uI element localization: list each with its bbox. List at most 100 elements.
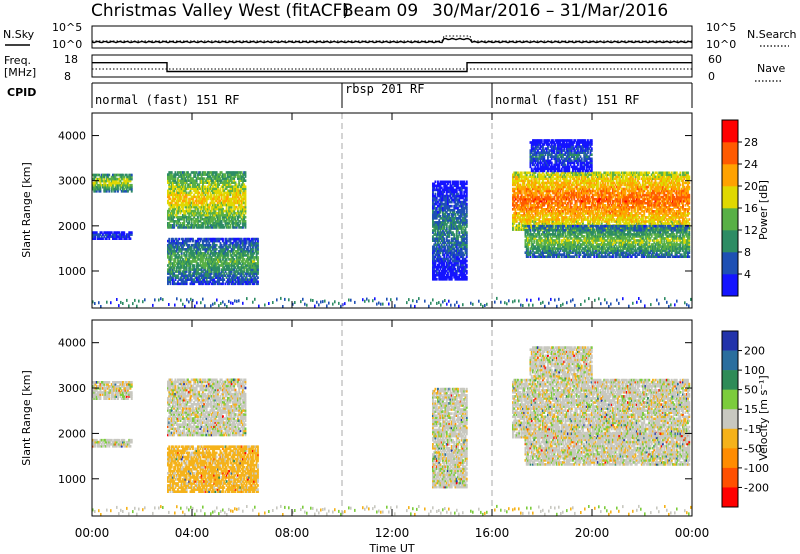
power-cell [102, 237, 104, 240]
power-cell [179, 266, 182, 269]
power-cell [193, 248, 196, 251]
power-cell [175, 191, 178, 195]
power-cell [192, 256, 194, 259]
power-cell [228, 205, 231, 209]
power-cell [177, 276, 179, 279]
power-cell [105, 173, 108, 177]
power-cell [200, 237, 203, 241]
power-cell [242, 211, 244, 215]
power-cell [198, 177, 201, 180]
nsky-label: N.Sky [3, 28, 35, 41]
power-cell [188, 173, 191, 176]
power-cell [190, 260, 193, 263]
power-cell [212, 191, 214, 195]
power-cell [183, 282, 186, 286]
power-cell [194, 217, 197, 221]
power-cell [169, 260, 172, 263]
power-cell [244, 224, 247, 227]
power-cell [178, 282, 181, 286]
power-cell [107, 177, 109, 181]
power-cell [117, 177, 119, 181]
power-cell [120, 185, 123, 189]
power-cell [183, 266, 186, 269]
power-cell [222, 187, 224, 191]
power-cell [185, 187, 188, 191]
power-cell [217, 220, 219, 223]
power-cell [214, 209, 217, 213]
power-cell [218, 220, 221, 223]
power-cell [214, 222, 217, 225]
power-cell [167, 215, 169, 219]
power-cell [119, 175, 122, 179]
power-cell [220, 207, 223, 211]
power-cell [185, 195, 188, 199]
power-cell [193, 278, 196, 281]
power-cell [128, 177, 131, 181]
power-cell [173, 191, 176, 195]
power-cell [234, 226, 237, 229]
power-cell [224, 201, 227, 205]
power-cell [185, 237, 188, 241]
power-cell [207, 173, 209, 176]
power-cell [188, 239, 191, 243]
power-cell [199, 173, 202, 176]
power-cell [172, 243, 174, 247]
power-cell [197, 211, 199, 215]
power-cell [183, 195, 186, 199]
power-cell [240, 177, 243, 180]
power-cell [194, 173, 197, 176]
power-cell [235, 226, 238, 229]
power-cell [193, 173, 196, 176]
power-cell [208, 203, 211, 207]
power-cell [242, 201, 244, 205]
power-cell [204, 197, 207, 201]
power-cell [194, 241, 197, 245]
power-cell [119, 233, 122, 236]
power-cell [242, 217, 244, 221]
power-cell [228, 175, 231, 178]
power-cell [169, 187, 172, 191]
power-cell [175, 250, 178, 253]
power-cell [209, 201, 212, 205]
power-cell [189, 175, 192, 178]
power-cell [237, 195, 239, 199]
power-cell [199, 243, 202, 247]
power-cell [167, 199, 169, 203]
power-cell [175, 237, 178, 241]
power-cell [213, 211, 216, 215]
power-cell [185, 197, 188, 201]
power-cell [199, 205, 202, 209]
power-cell [222, 213, 224, 217]
power-cell [222, 201, 224, 205]
power-cell [243, 197, 246, 201]
power-cell [219, 189, 222, 193]
power-cell [208, 226, 211, 229]
power-cell [189, 250, 192, 253]
power-cell [190, 181, 193, 184]
power-cell [107, 185, 109, 189]
power-cell [185, 201, 188, 205]
power-cell [178, 199, 181, 203]
power-cell [200, 256, 203, 259]
power-cell [125, 183, 128, 187]
power-cell [190, 171, 193, 174]
power-cell [244, 199, 247, 203]
power-cell [102, 173, 104, 177]
power-cell [180, 215, 183, 219]
power-cell [242, 187, 244, 191]
power-cell [168, 179, 171, 182]
power-cell [182, 191, 184, 195]
power-cell [180, 181, 183, 184]
power-cell [179, 276, 182, 279]
power-cell [178, 205, 181, 209]
power-cell [110, 235, 113, 238]
power-cell [199, 254, 202, 257]
power-cell [92, 183, 94, 187]
power-cell [175, 203, 178, 207]
power-cell [119, 185, 122, 189]
power-cell [188, 243, 191, 247]
power-cell [180, 195, 183, 199]
power-cell [113, 190, 116, 193]
power-cell [177, 282, 179, 286]
power-cell [208, 220, 211, 223]
